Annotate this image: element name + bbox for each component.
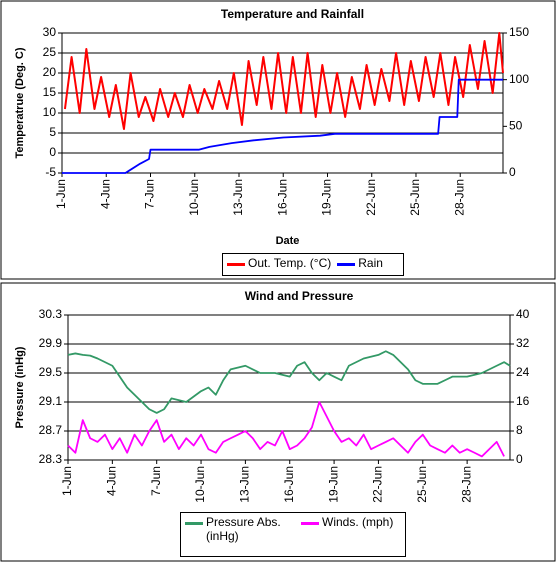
plot-area bbox=[67, 314, 511, 461]
x-tick-label: 4-Jun bbox=[98, 179, 112, 209]
y-tick-label: 20 bbox=[43, 65, 57, 79]
x-tick-label: 10-Jun bbox=[187, 179, 201, 216]
x-tick-label: 4-Jun bbox=[105, 466, 119, 496]
x-tick-label: 19-Jun bbox=[326, 466, 340, 503]
y2-tick-label: 0 bbox=[516, 452, 523, 466]
y-axis-label: Pressure (inHg) bbox=[14, 346, 26, 428]
y-tick-label: 30.3 bbox=[39, 307, 63, 321]
series-line bbox=[67, 401, 505, 458]
x-tick-label: 22-Jun bbox=[371, 466, 385, 503]
y2-tick-label: 16 bbox=[516, 394, 530, 408]
y2-tick-label: 32 bbox=[516, 336, 530, 350]
legend-swatch bbox=[337, 263, 356, 266]
legend-label: Pressure Abs. (inHg) bbox=[206, 515, 281, 543]
x-tick-label: 1-Jun bbox=[54, 179, 68, 209]
legend-label: Out. Temp. (°C) bbox=[248, 256, 332, 270]
y-tick-label: 15 bbox=[43, 85, 57, 99]
legend-swatch bbox=[227, 263, 245, 266]
x-tick-label: 13-Jun bbox=[238, 466, 252, 503]
legend: Pressure Abs. (inHg) Winds. (mph) bbox=[180, 512, 406, 557]
legend-swatch bbox=[301, 522, 319, 525]
y2-tick-label: 150 bbox=[509, 25, 529, 39]
legend-item: Winds. (mph) bbox=[301, 515, 393, 529]
x-tick-label: 28-Jun bbox=[459, 466, 473, 503]
y-tick-label: 25 bbox=[43, 45, 57, 59]
x-tick-label: 7-Jun bbox=[143, 179, 157, 209]
y-tick-label: 28.3 bbox=[39, 452, 63, 466]
y2-tick-label: 100 bbox=[509, 72, 529, 86]
x-tick-label: 25-Jun bbox=[408, 179, 422, 216]
x-tick-label: 16-Jun bbox=[275, 179, 289, 216]
chart-title: Temperature and Rainfall bbox=[221, 7, 364, 21]
y2-tick-label: 8 bbox=[516, 423, 523, 437]
legend-label: Winds. (mph) bbox=[322, 515, 394, 529]
x-tick-label: 7-Jun bbox=[149, 466, 163, 496]
legend: Out. Temp. (°C) Rain bbox=[222, 253, 404, 276]
series-line bbox=[62, 78, 503, 174]
series-line bbox=[63, 32, 504, 130]
y2-tick-label: 24 bbox=[516, 365, 530, 379]
x-tick-label: 16-Jun bbox=[282, 466, 296, 503]
y-tick-label: 28.7 bbox=[39, 423, 63, 437]
chart-title: Wind and Pressure bbox=[245, 289, 354, 303]
legend-item: Pressure Abs. (inHg) bbox=[185, 515, 295, 543]
x-tick-label: 25-Jun bbox=[415, 466, 429, 503]
legend-item: Rain bbox=[337, 256, 383, 270]
y2-tick-label: 50 bbox=[509, 119, 523, 133]
x-tick-label: 28-Jun bbox=[452, 179, 466, 216]
series-line bbox=[67, 350, 511, 414]
x-tick-label: 19-Jun bbox=[320, 179, 334, 216]
y-tick-label: 0 bbox=[49, 145, 56, 159]
legend-swatch bbox=[185, 522, 203, 525]
y-tick-label: 5 bbox=[49, 125, 56, 139]
x-axis-label: Date bbox=[276, 235, 300, 247]
plot-area bbox=[61, 32, 504, 174]
y2-tick-label: 40 bbox=[516, 307, 530, 321]
y-tick-label: 29.1 bbox=[39, 394, 63, 408]
y-axis-label: Temperatrue (Deg. C) bbox=[14, 47, 26, 158]
x-tick-label: 22-Jun bbox=[364, 179, 378, 216]
y-tick-label: 29.9 bbox=[39, 336, 63, 350]
y-tick-label: 30 bbox=[43, 25, 57, 39]
y2-tick-label: 0 bbox=[509, 165, 516, 179]
y-tick-label: -5 bbox=[45, 165, 56, 179]
legend-label: Rain bbox=[358, 256, 383, 270]
y-tick-label: 10 bbox=[43, 105, 57, 119]
legend-item: Out. Temp. (°C) bbox=[227, 256, 331, 270]
x-tick-label: 10-Jun bbox=[193, 466, 207, 503]
x-tick-label: 1-Jun bbox=[60, 466, 74, 496]
x-tick-label: 13-Jun bbox=[231, 179, 245, 216]
y-tick-label: 29.5 bbox=[39, 365, 63, 379]
